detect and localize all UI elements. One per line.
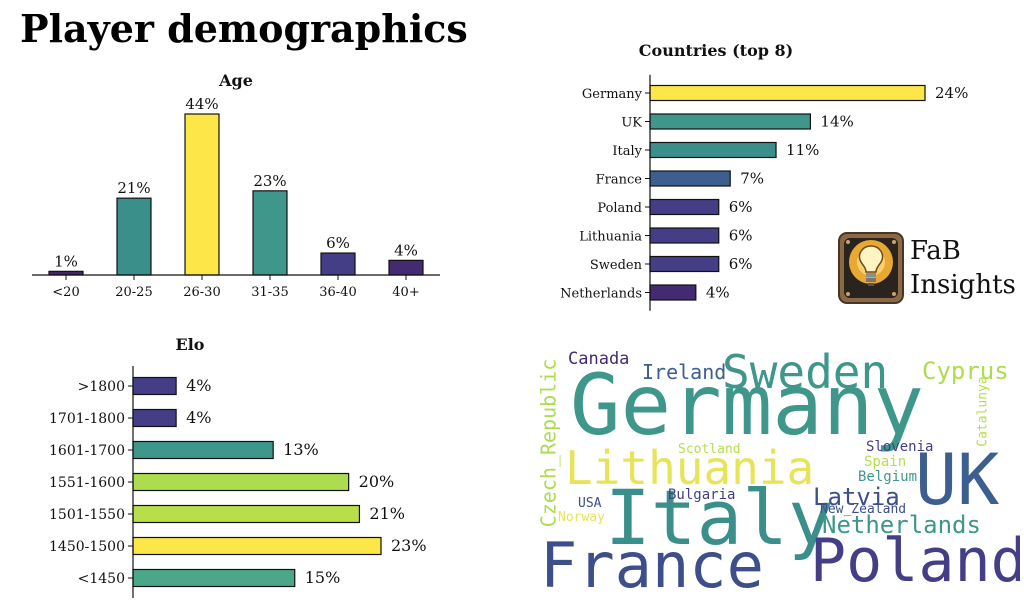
wordcloud-word: Czech_Republic xyxy=(536,358,561,528)
tick-label: UK xyxy=(621,116,642,131)
bar xyxy=(116,197,152,276)
bar xyxy=(252,190,288,276)
wordcloud-word: Spain xyxy=(864,454,907,470)
wordcloud-word: Norway xyxy=(558,510,605,525)
wordcloud-word: Netherlands xyxy=(822,511,981,539)
bar xyxy=(132,568,296,588)
wordcloud-word: Belgium xyxy=(858,469,918,485)
bar xyxy=(649,170,731,187)
tick-label: <1450 xyxy=(78,571,125,587)
wordcloud-word: Sweden xyxy=(722,345,889,399)
tick-label: France xyxy=(596,173,643,188)
data-label: 21% xyxy=(117,179,150,197)
tick-label: 20-25 xyxy=(115,285,152,300)
bar xyxy=(132,472,350,492)
tick-label: Poland xyxy=(597,201,642,216)
data-label: 1% xyxy=(54,252,78,270)
wordcloud-word: Bulgaria xyxy=(668,487,736,503)
wordcloud-word: Germany xyxy=(570,356,925,454)
bar xyxy=(132,376,177,396)
tick-label: 1551-1600 xyxy=(49,475,125,491)
tick-label: Netherlands xyxy=(560,287,642,302)
tick-label: 1601-1700 xyxy=(49,443,125,459)
data-label: 20% xyxy=(359,472,395,491)
data-label: 23% xyxy=(391,536,427,555)
chart-title: Age xyxy=(218,71,253,90)
bar xyxy=(388,259,424,276)
tick-label: 26-30 xyxy=(183,285,220,300)
bar xyxy=(649,255,720,273)
tick-label: Sweden xyxy=(590,258,643,273)
bar xyxy=(132,440,274,460)
countries-chart: Countries (top 8) Germany 24% UK 14% Italy 11%… xyxy=(560,41,968,311)
lightbulb-icon xyxy=(838,232,904,304)
data-label: 4% xyxy=(186,408,211,427)
data-label: 6% xyxy=(729,255,753,273)
bar xyxy=(132,408,177,428)
wordcloud-word: New_Zealand xyxy=(820,502,907,517)
brand-name: FaB Insights xyxy=(910,234,1020,302)
bar xyxy=(649,198,720,216)
wordcloud-word: Catalunya xyxy=(975,376,991,447)
wordcloud-word: France xyxy=(540,529,764,600)
bar xyxy=(320,252,356,276)
data-label: 24% xyxy=(935,84,968,102)
data-label: 6% xyxy=(729,198,753,216)
tick-label: <20 xyxy=(52,285,79,300)
wordcloud-word: Ireland xyxy=(642,360,727,384)
age-chart: Age 1% <20 21% 20-25 44% 26-30 23% 31-35 6% 36-40 4… xyxy=(32,71,440,300)
country-wordcloud: Germany UK Italy France Poland Lithuania Swede… xyxy=(530,345,1020,600)
tick-label: 40+ xyxy=(392,285,419,300)
bar xyxy=(649,84,926,102)
wordcloud-word: Cyprus xyxy=(922,357,1009,385)
tick-label: 31-35 xyxy=(251,285,288,300)
wordcloud-word: Scotland xyxy=(678,442,741,457)
bar xyxy=(649,227,720,244)
data-label: 13% xyxy=(283,440,319,459)
data-label: 7% xyxy=(740,170,764,188)
data-label: 6% xyxy=(729,227,753,245)
tick-label: 1701-1800 xyxy=(49,411,125,427)
tick-label: 1450-1500 xyxy=(49,539,125,555)
data-label: 23% xyxy=(253,172,286,190)
chart-title: Elo xyxy=(176,335,205,354)
wordcloud-word: Latvia xyxy=(813,483,900,511)
bar xyxy=(649,113,812,130)
page-title: Player demographics xyxy=(20,6,468,51)
wordcloud-word: Canada xyxy=(568,349,630,369)
bar xyxy=(132,504,361,524)
data-label: 6% xyxy=(326,234,350,252)
data-label: 15% xyxy=(305,568,341,587)
wordcloud-word: USA xyxy=(578,496,602,511)
tick-label: >1800 xyxy=(78,379,125,395)
brand-name-line2: Insights xyxy=(910,270,1016,300)
data-label: 21% xyxy=(369,504,405,523)
wordcloud-word: Poland xyxy=(810,526,1020,596)
data-label: 14% xyxy=(820,113,853,131)
tick-label: Germany xyxy=(582,87,643,102)
tick-label: 36-40 xyxy=(319,285,356,300)
bar xyxy=(184,113,220,276)
data-label: 44% xyxy=(185,95,218,113)
tick-label: Italy xyxy=(612,144,642,159)
chart-title: Countries (top 8) xyxy=(639,41,793,60)
brand-logo: FaB Insights xyxy=(838,232,1018,306)
wordcloud-word: UK xyxy=(915,439,1000,521)
bar xyxy=(649,284,697,301)
data-label: 4% xyxy=(186,376,211,395)
brand-name-line1: FaB xyxy=(910,236,961,266)
wordcloud-word: Slovenia xyxy=(866,439,934,455)
wordcloud-word: Italy xyxy=(605,473,834,562)
bar xyxy=(132,536,382,556)
wordcloud-word: Lithuania xyxy=(565,441,815,495)
elo-chart: Elo >1800 4% 1701-1800 4% 1601-1700 13% 1551-16… xyxy=(49,335,427,598)
bar xyxy=(649,141,777,159)
tick-label: Lithuania xyxy=(579,230,642,245)
data-label: 4% xyxy=(394,241,418,259)
tick-label: 1501-1550 xyxy=(49,507,125,523)
data-label: 4% xyxy=(706,284,730,302)
data-label: 11% xyxy=(786,141,819,159)
